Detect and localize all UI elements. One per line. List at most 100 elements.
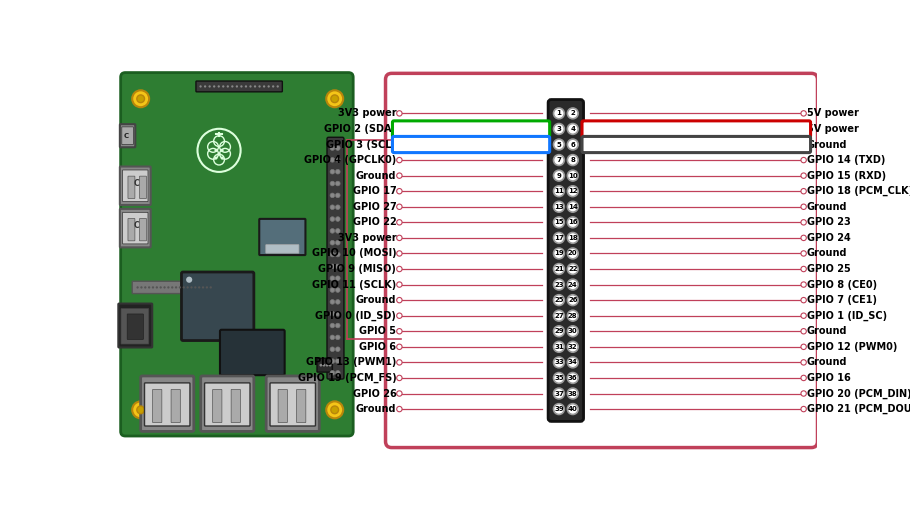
FancyBboxPatch shape [386,73,817,448]
Text: 3V3 power: 3V3 power [338,108,397,118]
FancyBboxPatch shape [181,272,254,340]
FancyBboxPatch shape [139,218,147,241]
Circle shape [330,323,335,328]
Circle shape [326,364,329,367]
Text: GPIO 17: GPIO 17 [352,186,397,196]
Text: GPIO 2 (SDA): GPIO 2 (SDA) [324,124,397,134]
FancyBboxPatch shape [123,212,148,244]
Circle shape [553,295,564,305]
Circle shape [277,85,278,88]
Circle shape [144,286,147,288]
Circle shape [567,124,578,134]
Text: Ground: Ground [356,295,397,305]
Circle shape [140,286,143,288]
Circle shape [148,286,150,288]
Circle shape [567,372,578,383]
Circle shape [801,158,806,163]
Text: GPIO 4 (GPCLK0): GPIO 4 (GPCLK0) [304,155,397,165]
Text: 8: 8 [571,157,575,163]
Circle shape [801,173,806,178]
Circle shape [567,186,578,197]
Circle shape [336,241,340,245]
Circle shape [397,188,402,194]
FancyBboxPatch shape [548,99,583,421]
Circle shape [801,126,806,132]
FancyBboxPatch shape [205,383,250,426]
Text: GPIO 0 (ID_SD): GPIO 0 (ID_SD) [316,311,397,321]
Text: GPIO 6: GPIO 6 [359,342,397,352]
Circle shape [272,85,274,88]
Text: Ground: Ground [807,202,847,212]
Circle shape [198,286,200,288]
Circle shape [567,170,578,181]
Circle shape [136,95,145,102]
Text: 31: 31 [554,344,564,350]
Circle shape [553,264,564,274]
Circle shape [553,388,564,399]
Circle shape [553,341,564,352]
Text: 4: 4 [571,126,575,132]
Circle shape [329,364,331,367]
Text: 26: 26 [568,297,578,303]
Circle shape [397,391,402,396]
Text: 15: 15 [554,219,563,226]
Circle shape [258,85,261,88]
FancyBboxPatch shape [128,218,135,241]
Circle shape [801,266,806,272]
Circle shape [156,286,158,288]
Circle shape [199,85,202,88]
Circle shape [171,286,174,288]
Circle shape [801,142,806,147]
Text: 30: 30 [568,328,578,334]
Circle shape [553,154,564,165]
Circle shape [553,248,564,259]
Text: 9: 9 [557,173,561,179]
Text: 23: 23 [554,282,563,287]
Circle shape [268,85,269,88]
Text: 12: 12 [568,188,578,194]
Circle shape [397,142,402,147]
FancyBboxPatch shape [327,138,344,379]
Circle shape [397,126,402,132]
Text: 10: 10 [568,173,578,179]
Circle shape [567,139,578,150]
Circle shape [397,173,402,178]
Circle shape [336,312,340,316]
Text: 37: 37 [554,390,564,397]
Text: Ground: Ground [807,140,847,149]
Circle shape [330,359,335,364]
Text: Ground: Ground [356,170,397,181]
Circle shape [330,169,335,174]
Circle shape [236,85,238,88]
Circle shape [132,90,149,107]
Text: 38: 38 [568,390,578,397]
Circle shape [567,264,578,274]
Text: 35: 35 [554,375,563,381]
Text: 18: 18 [568,235,578,241]
Text: GPIO 10 (MOSI): GPIO 10 (MOSI) [312,248,397,259]
Circle shape [801,313,806,318]
Circle shape [397,158,402,163]
Circle shape [330,288,335,293]
FancyBboxPatch shape [132,281,218,294]
Text: GPIO 14 (TXD): GPIO 14 (TXD) [807,155,885,165]
FancyBboxPatch shape [582,121,811,137]
FancyBboxPatch shape [145,383,190,426]
Circle shape [178,286,181,288]
Circle shape [152,286,154,288]
Circle shape [206,286,208,288]
Text: 32: 32 [568,344,578,350]
FancyBboxPatch shape [171,389,180,422]
Circle shape [330,229,335,233]
Circle shape [553,372,564,383]
Text: GPIO 26: GPIO 26 [352,388,397,399]
Text: 21: 21 [554,266,563,272]
Text: GPIO 1 (ID_SC): GPIO 1 (ID_SC) [807,311,887,321]
Circle shape [567,311,578,321]
Circle shape [336,276,340,281]
Text: 1: 1 [557,110,561,116]
Circle shape [164,286,166,288]
Circle shape [209,286,212,288]
Text: 27: 27 [554,313,563,319]
Circle shape [330,205,335,210]
